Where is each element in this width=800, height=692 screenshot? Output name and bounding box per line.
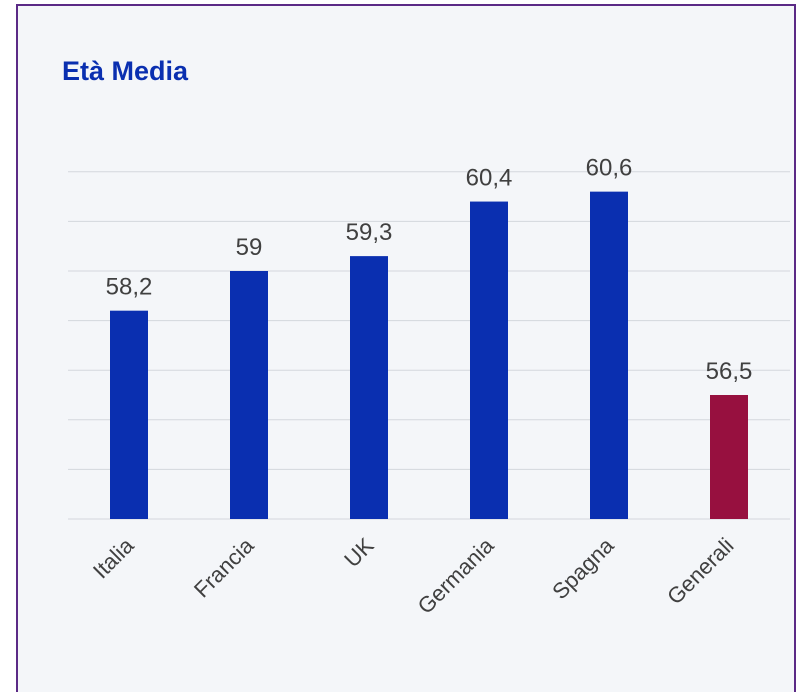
bar-italia [110, 310, 148, 519]
tick-label-francia: Francia [189, 532, 259, 602]
bar-germania [470, 201, 508, 519]
bar-francia [230, 271, 268, 519]
chart-title: Età Media [62, 56, 189, 86]
tick-label-italia: Italia [88, 532, 139, 583]
data-label-generali: 56,5 [706, 358, 753, 385]
tick-label-germania: Germania [413, 532, 500, 619]
bar-uk [350, 256, 388, 519]
tick-label-uk: UK [339, 533, 379, 573]
tick-label-spagna: Spagna [547, 532, 619, 604]
data-label-spagna: 60,6 [586, 155, 633, 182]
data-label-uk: 59,3 [346, 219, 393, 246]
data-label-francia: 59 [236, 234, 263, 261]
data-label-italia: 58,2 [106, 274, 153, 301]
bar-generali [710, 395, 748, 519]
data-label-germania: 60,4 [466, 165, 513, 192]
tick-label-generali: Generali [662, 533, 738, 609]
bar-spagna [590, 191, 628, 519]
